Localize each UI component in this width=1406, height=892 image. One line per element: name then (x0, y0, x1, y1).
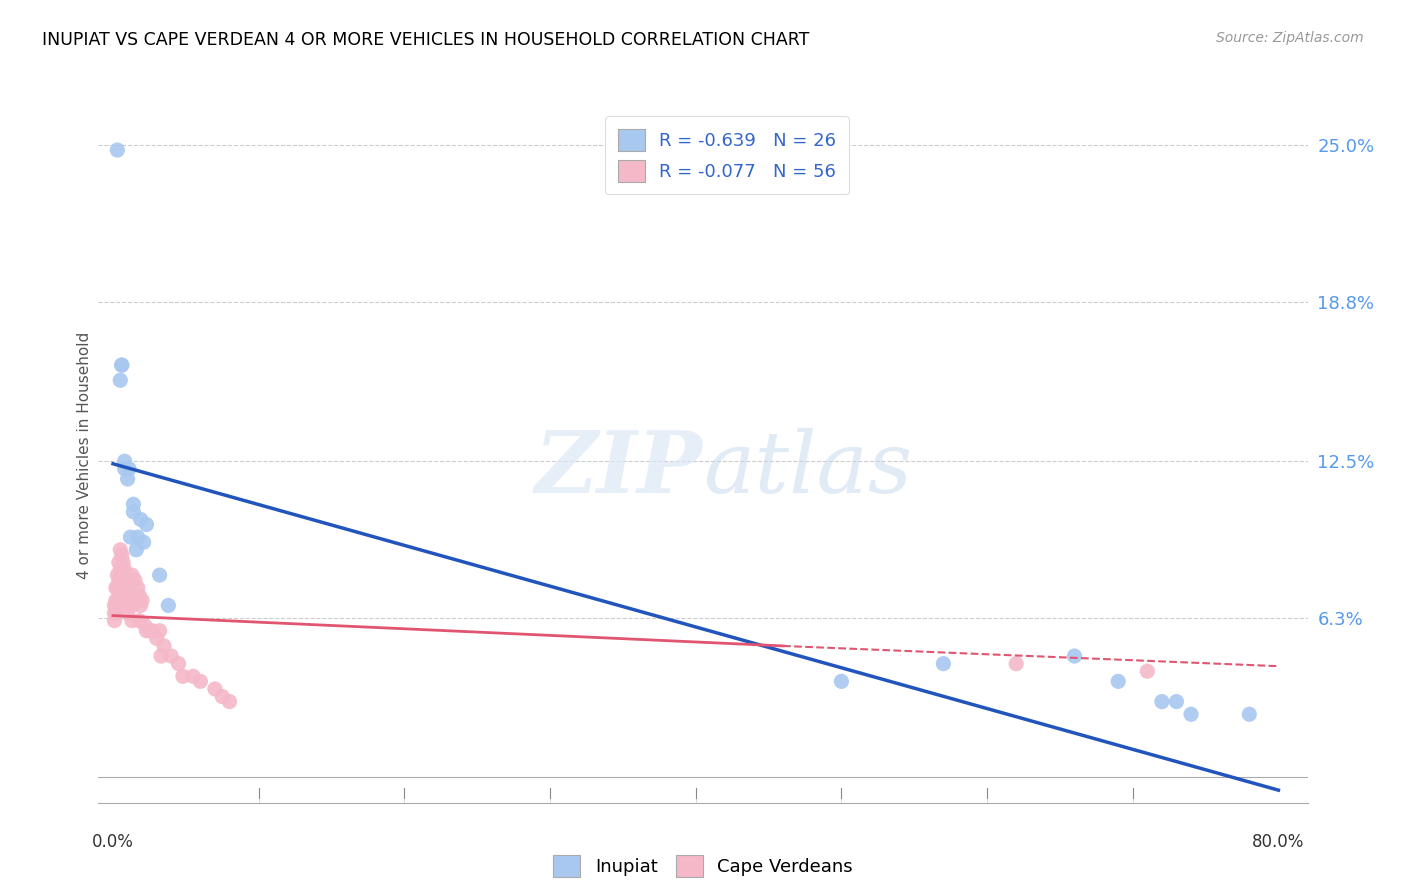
Point (153, 639, 176, 653)
Point (118, 599, 141, 613)
Point (110, 563, 132, 577)
Point (129, 599, 152, 613)
Point (149, 568, 172, 582)
Point (127, 530, 149, 544)
Point (104, 593, 127, 607)
Point (108, 556, 131, 570)
Point (114, 462, 136, 476)
Point (112, 581, 135, 595)
Point (111, 548, 134, 562)
Text: ZIP: ZIP (536, 427, 703, 510)
Point (122, 505, 145, 519)
Point (117, 472, 139, 486)
Point (134, 618, 156, 632)
Point (157, 599, 180, 613)
Point (129, 512, 152, 526)
Point (172, 669, 194, 683)
Point (1005, 657, 1028, 671)
Point (121, 599, 143, 613)
Point (114, 563, 136, 577)
Point (118, 462, 141, 476)
Text: INUPIAT VS CAPE VERDEAN 4 OR MORE VEHICLES IN HOUSEHOLD CORRELATION CHART: INUPIAT VS CAPE VERDEAN 4 OR MORE VEHICL… (42, 31, 810, 49)
Point (108, 573, 131, 587)
Point (103, 606, 125, 620)
Point (145, 632, 167, 646)
Point (103, 614, 125, 628)
Point (128, 614, 150, 628)
Text: 80.0%: 80.0% (1253, 833, 1305, 851)
Point (104, 581, 127, 595)
Point (110, 542, 132, 557)
Text: Source: ZipAtlas.com: Source: ZipAtlas.com (1216, 31, 1364, 45)
Point (150, 648, 173, 663)
Point (111, 358, 134, 372)
Point (124, 573, 146, 587)
Point (125, 593, 148, 607)
Point (110, 373, 132, 387)
Point (131, 593, 153, 607)
Text: atlas: atlas (703, 427, 912, 510)
Legend: Inupiat, Cape Verdeans: Inupiat, Cape Verdeans (546, 847, 860, 884)
Point (149, 624, 172, 638)
Point (127, 581, 149, 595)
Point (125, 542, 148, 557)
Point (111, 358, 134, 372)
Point (1063, 648, 1085, 663)
Point (1180, 707, 1202, 722)
Point (105, 581, 128, 595)
Point (1107, 674, 1129, 689)
Point (181, 669, 204, 683)
Point (128, 588, 150, 602)
Point (121, 614, 143, 628)
Point (211, 690, 233, 704)
Point (112, 556, 135, 570)
Point (105, 143, 128, 157)
Point (167, 657, 190, 671)
Point (114, 454, 136, 468)
Point (110, 581, 132, 595)
Point (1239, 707, 1261, 722)
Point (108, 593, 131, 607)
Text: 0.0%: 0.0% (91, 833, 134, 851)
Point (122, 497, 145, 511)
Point (115, 593, 138, 607)
Point (104, 606, 127, 620)
Point (120, 530, 142, 544)
Point (118, 573, 141, 587)
Point (190, 674, 212, 689)
Point (160, 648, 183, 663)
Point (138, 624, 160, 638)
Point (204, 681, 226, 696)
Point (132, 535, 155, 549)
Point (105, 599, 128, 613)
Point (1136, 665, 1159, 679)
Point (103, 599, 125, 613)
Point (141, 624, 163, 638)
Point (830, 674, 852, 689)
Point (121, 568, 143, 582)
Point (117, 606, 139, 620)
Point (117, 581, 139, 595)
Point (111, 568, 134, 582)
Point (115, 573, 138, 587)
Point (120, 588, 142, 602)
Point (218, 695, 240, 709)
Point (1166, 695, 1188, 709)
Y-axis label: 4 or more Vehicles in Household: 4 or more Vehicles in Household (77, 331, 91, 579)
Point (114, 588, 136, 602)
Point (105, 568, 128, 582)
Point (135, 517, 157, 532)
Point (1150, 695, 1173, 709)
Point (135, 624, 157, 638)
Point (932, 657, 955, 671)
